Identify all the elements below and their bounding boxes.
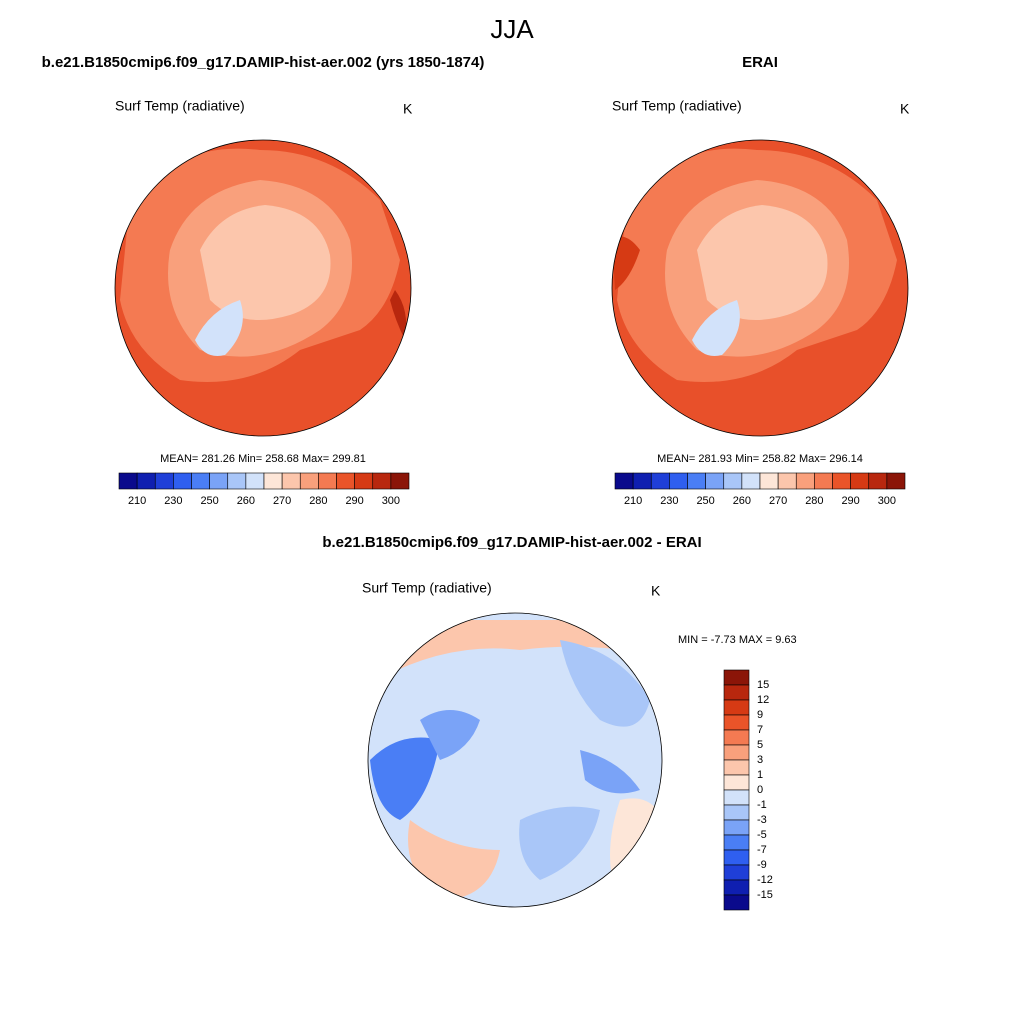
colorbar-box [741, 472, 761, 490]
colorbar-label: -12 [757, 874, 773, 886]
colorbar-box [850, 472, 870, 490]
colorbar-box [886, 472, 906, 490]
map [115, 140, 411, 436]
colorbar-label: 270 [273, 495, 291, 507]
colorbar-box [336, 472, 355, 490]
colorbar-label: 9 [757, 709, 763, 721]
colorbar-box [669, 472, 688, 490]
colorbar-label: 300 [382, 495, 400, 507]
colorbar-box [281, 472, 301, 490]
colorbar-label: 260 [237, 495, 255, 507]
colorbar-box [723, 744, 750, 761]
colorbar-label: 280 [805, 495, 823, 507]
colorbar-box [723, 684, 750, 701]
colorbar-box [723, 864, 750, 881]
colorbar-box [795, 472, 815, 490]
colorbar-box [650, 472, 670, 490]
panel-title: b.e21.B1850cmip6.f09_g17.DAMIP-hist-aer.… [42, 54, 485, 71]
colorbar-label: 210 [128, 495, 146, 507]
colorbar-box [723, 894, 750, 911]
colorbar-box [723, 804, 750, 821]
colorbar-box [759, 472, 779, 490]
units-label: K [403, 101, 413, 117]
colorbar-label: 260 [733, 495, 751, 507]
stats: MEAN= 281.26 Min= 258.68 Max= 299.81 [160, 453, 366, 465]
colorbar-box [705, 472, 725, 490]
colorbar-box [723, 819, 750, 836]
colorbar-box [263, 472, 283, 490]
colorbar-box [354, 472, 374, 490]
colorbar-box [723, 729, 750, 746]
colorbar-box [372, 472, 392, 490]
colorbar-box [245, 472, 265, 490]
colorbar-label: -3 [757, 814, 767, 826]
colorbar-label: 250 [200, 495, 218, 507]
colorbar-box [299, 472, 319, 490]
colorbar-box [868, 472, 888, 490]
colorbar-label: 270 [769, 495, 787, 507]
colorbar-box [723, 849, 750, 866]
variable-label: Surf Temp (radiative) [115, 98, 245, 114]
colorbar-box [832, 472, 851, 490]
colorbar-label: 280 [309, 495, 327, 507]
colorbar-box [614, 472, 634, 490]
variable-label: Surf Temp (radiative) [362, 580, 492, 596]
colorbar-label: 210 [624, 495, 642, 507]
colorbar-label: -9 [757, 859, 767, 871]
colorbar-label: -7 [757, 844, 767, 856]
colorbar-label: 3 [757, 754, 763, 766]
stats: MIN = -7.73 MAX = 9.63 [678, 634, 797, 646]
colorbar-label: 0 [757, 784, 763, 796]
stats: MEAN= 281.93 Min= 258.82 Max= 296.14 [657, 453, 863, 465]
map [612, 140, 908, 436]
variable-label: Surf Temp (radiative) [612, 98, 742, 114]
panel-title: ERAI [742, 54, 778, 71]
colorbar-box [136, 472, 156, 490]
colorbar-label: -15 [757, 889, 773, 901]
colorbar-label: 300 [878, 495, 896, 507]
colorbar-label: 290 [841, 495, 859, 507]
colorbar-box [723, 472, 743, 490]
map [368, 613, 662, 907]
colorbar-label: 230 [660, 495, 678, 507]
colorbar-label: 1 [757, 769, 763, 781]
colorbar-box [723, 669, 750, 686]
colorbar-box [723, 759, 750, 776]
colorbar-label: 5 [757, 739, 763, 751]
colorbar-box [814, 472, 833, 490]
colorbar-label: 290 [345, 495, 363, 507]
colorbar-box [723, 879, 750, 896]
colorbar-box [209, 472, 229, 490]
colorbar-box [173, 472, 192, 490]
colorbar-box [118, 472, 138, 490]
colorbar-box [632, 472, 652, 490]
colorbar-box [687, 472, 706, 490]
colorbar-box [723, 699, 750, 716]
colorbar-box [723, 774, 750, 791]
figure-title: JJA [490, 14, 534, 44]
colorbar-box [723, 714, 750, 731]
colorbar-box [318, 472, 337, 490]
colorbar-label: -1 [757, 799, 767, 811]
colorbar-label: -5 [757, 829, 767, 841]
units-label: K [900, 101, 910, 117]
colorbar-box [227, 472, 247, 490]
colorbar-box [390, 472, 410, 490]
colorbar-label: 250 [696, 495, 714, 507]
panel-title: b.e21.B1850cmip6.f09_g17.DAMIP-hist-aer.… [322, 534, 701, 551]
colorbar-label: 230 [164, 495, 182, 507]
colorbar-label: 7 [757, 724, 763, 736]
colorbar-box [191, 472, 210, 490]
colorbar-label: 15 [757, 679, 769, 691]
colorbar-box [154, 472, 174, 490]
units-label: K [651, 583, 661, 599]
colorbar-box [723, 789, 750, 806]
colorbar-box [777, 472, 797, 490]
colorbar-label: 12 [757, 694, 769, 706]
colorbar-box [723, 834, 750, 851]
